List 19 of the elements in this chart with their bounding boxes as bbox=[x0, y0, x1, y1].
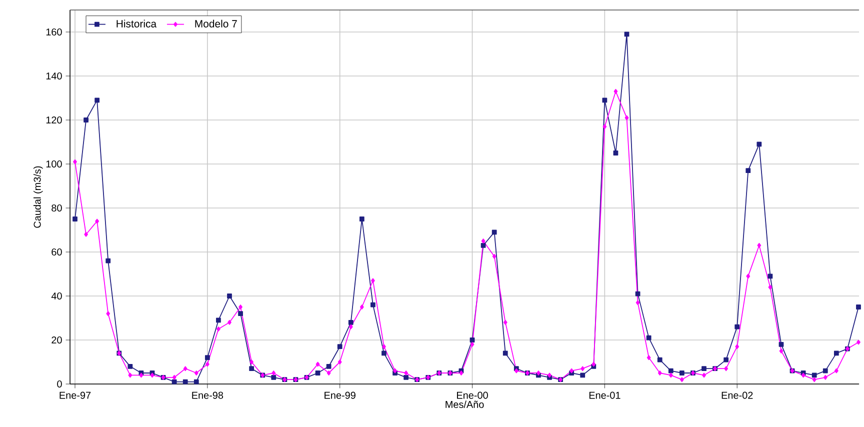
y-tick-label: 0 bbox=[57, 380, 62, 388]
y-tick-label: 60 bbox=[52, 248, 62, 256]
y-tick-label: 160 bbox=[46, 28, 62, 36]
y-tick-label: 80 bbox=[52, 204, 62, 212]
x-tick-label: Ene-01 bbox=[589, 392, 620, 399]
x-tick-label: Ene-98 bbox=[192, 392, 224, 399]
legend-label: Historica bbox=[116, 20, 157, 28]
y-axis-title: Caudal (m3/s) bbox=[34, 166, 43, 228]
x-tick-label: Ene-00 bbox=[457, 392, 488, 399]
x-axis-title: Mes/Año bbox=[446, 400, 484, 408]
x-tick-label: Ene-99 bbox=[324, 392, 356, 399]
x-tick-label: Ene-02 bbox=[722, 392, 753, 399]
x-tick-label: Ene-97 bbox=[60, 392, 91, 399]
legend-label: Modelo 7 bbox=[195, 20, 237, 28]
y-tick-label: 120 bbox=[46, 116, 62, 124]
y-tick-label: 140 bbox=[46, 72, 62, 80]
y-tick-label: 20 bbox=[52, 336, 62, 344]
y-tick-label: 100 bbox=[46, 160, 62, 168]
y-tick-label: 40 bbox=[51, 292, 62, 300]
